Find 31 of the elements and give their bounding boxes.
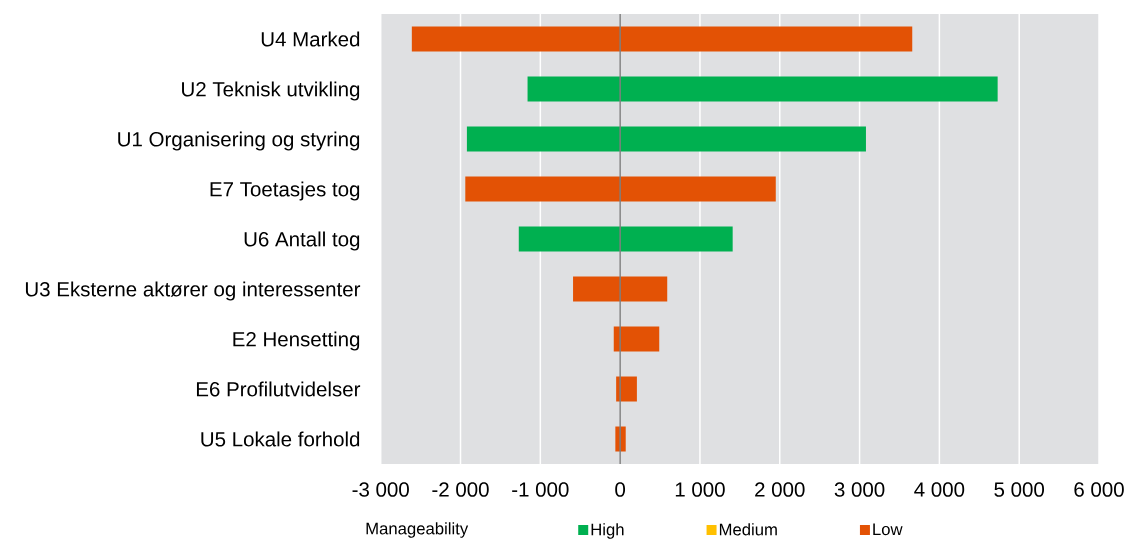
x-tick-label: -2 000 <box>432 482 489 497</box>
bar <box>613 326 660 352</box>
x-tick-label: 6 000 <box>1074 482 1124 497</box>
bar <box>518 226 733 252</box>
x-tick-label: -1 000 <box>512 482 569 497</box>
x-tick-label: 1 000 <box>675 482 725 497</box>
x-tick-label: 0 <box>615 482 626 497</box>
x-tick-label: 3 000 <box>834 482 885 497</box>
legend-label: Medium <box>719 523 777 536</box>
y-tick-label: U1 Organisering og styring <box>118 131 360 151</box>
bar <box>616 376 637 402</box>
x-tick-label: 4 000 <box>914 482 965 497</box>
y-tick-label: U3 Eksterne aktører og interessenter <box>25 281 361 301</box>
legend-label: Low <box>873 523 903 536</box>
y-tick-label: U2 Teknisk utvikling <box>182 81 360 101</box>
legend-label: High <box>591 523 624 539</box>
bar <box>466 126 866 152</box>
y-tick-label: U6 Antall tog <box>244 231 360 251</box>
x-tick-label: -3 000 <box>352 482 409 497</box>
bar <box>411 26 913 52</box>
y-tick-label: U4 Marked <box>261 31 360 47</box>
y-tick-label: E2 Hensetting <box>233 331 360 351</box>
x-tick-label: 2 000 <box>755 482 805 497</box>
bar <box>465 176 776 202</box>
legend-title: Manageability <box>366 522 469 538</box>
y-tick-label: U5 Lokale forhold <box>201 431 360 447</box>
bar <box>527 76 998 102</box>
bar <box>573 276 668 302</box>
y-tick-label: E7 Toetasjes tog <box>210 181 360 201</box>
x-tick-label: 5 000 <box>994 482 1045 497</box>
y-tick-label: E6 Profilutvidelser <box>196 381 361 397</box>
